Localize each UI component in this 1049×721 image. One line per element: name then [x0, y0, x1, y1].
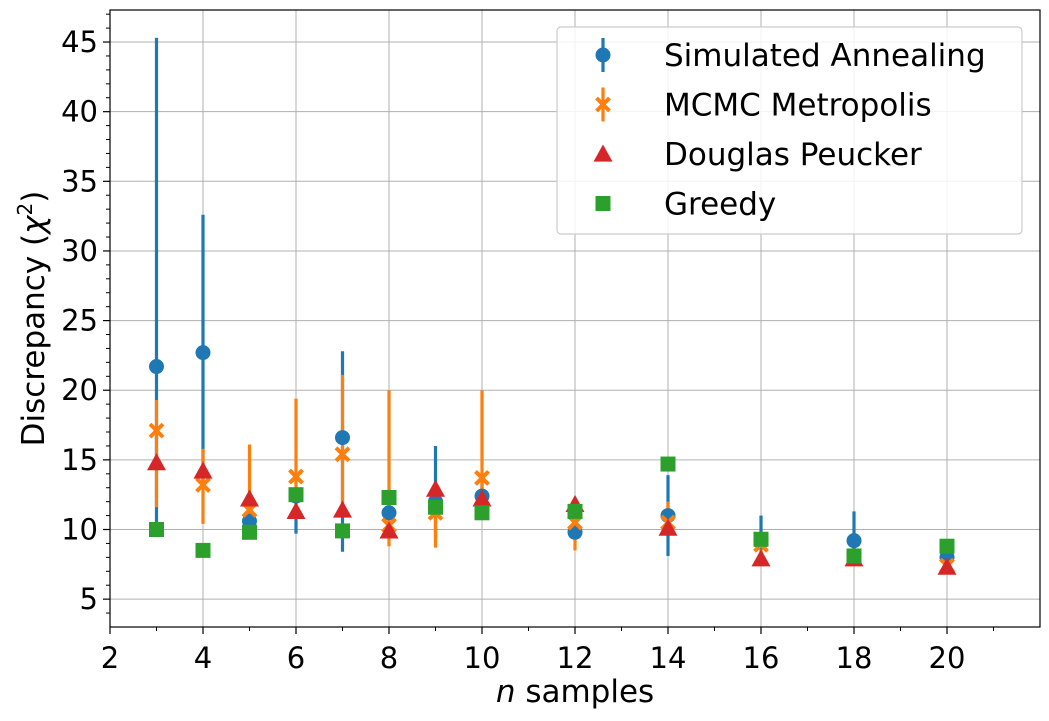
x-tick-label: 12 [557, 641, 594, 675]
y-tick-label: 15 [61, 443, 98, 477]
x-tick-label: 14 [650, 641, 687, 675]
marker-square-point [288, 487, 304, 503]
marker-x-point-stroke-b [334, 446, 351, 463]
marker-triangle-point [333, 500, 352, 518]
marker-square-point [846, 548, 862, 564]
marker-square-point [335, 523, 350, 539]
legend-marker-circle [595, 47, 611, 63]
marker-square-point [195, 542, 211, 558]
y-tick-label: 45 [61, 25, 98, 59]
marker-triangle-point [937, 557, 957, 575]
x-axis-ticks: 2 4 6 8 10 12 14 16 18 20 [101, 627, 966, 675]
marker-circle-point [335, 430, 350, 446]
x-tick-label: 16 [743, 641, 780, 675]
legend: Simulated Annealing MCMC Metropolis Dougla… [556, 26, 1023, 235]
x-axis-label-variable: n [496, 674, 516, 710]
marker-triangle-point [751, 549, 771, 567]
marker-x-point [195, 477, 211, 493]
y-axis-label-text: Discrepancy ( [16, 234, 52, 446]
legend-label: MCMC Metropolis [664, 88, 932, 124]
y-axis-ticks: 5 10 15 20 25 30 35 40 45 [61, 25, 110, 616]
legend-label: Douglas Peucker [664, 137, 922, 173]
marker-triangle-point [147, 453, 166, 471]
marker-triangle-point [240, 489, 259, 507]
marker-circle-point [381, 505, 397, 521]
y-axis-label-close: ) [16, 191, 52, 203]
marker-square-point [242, 524, 257, 540]
y-tick-label: 30 [61, 234, 98, 268]
x-tick-label: 4 [194, 641, 212, 675]
marker-x-point [148, 422, 165, 439]
legend-marker-x-stroke-b [595, 96, 611, 113]
marker-circle-point [149, 359, 164, 375]
marker-square-point [939, 538, 955, 554]
data-markers [147, 345, 957, 575]
x-tick-label: 8 [380, 641, 398, 675]
marker-x-point-stroke-b [288, 468, 304, 485]
legend-marker-triangle [593, 144, 613, 162]
y-axis-label-superscript: 2 [13, 203, 37, 216]
marker-square-point [753, 531, 769, 547]
y-tick-label: 35 [61, 164, 98, 198]
marker-triangle-point [658, 518, 678, 536]
legend-label: Simulated Annealing [664, 38, 986, 74]
x-tick-label: 10 [464, 641, 501, 675]
marker-square-point [381, 489, 397, 505]
y-tick-label: 20 [61, 373, 98, 407]
legend-label: Greedy [664, 187, 776, 223]
marker-square-point [474, 505, 490, 521]
marker-x-point [334, 446, 351, 463]
marker-x-point-stroke-b [195, 477, 211, 493]
y-tick-label: 10 [61, 513, 98, 547]
marker-square-point [149, 522, 164, 538]
x-axis-label: n samples [496, 674, 654, 710]
marker-x-point [288, 468, 304, 485]
legend-box [556, 26, 1023, 235]
marker-triangle-point [472, 489, 492, 507]
y-tick-label: 40 [61, 95, 98, 129]
marker-square-point [567, 503, 583, 519]
y-tick-label: 25 [61, 304, 98, 338]
marker-x-point-stroke-b [474, 470, 490, 486]
marker-circle-point [846, 533, 862, 549]
marker-circle-point [195, 345, 211, 361]
x-tick-label: 18 [836, 641, 873, 675]
marker-triangle-point [426, 479, 445, 497]
marker-triangle-point [379, 521, 399, 539]
marker-square-point [428, 499, 443, 515]
y-tick-label: 5 [80, 582, 98, 616]
marker-triangle-point [193, 461, 213, 479]
x-tick-label: 2 [101, 641, 119, 675]
x-axis-label-text: samples [515, 674, 654, 710]
marker-triangle-point [286, 501, 306, 519]
y-axis-label-symbol: χ [16, 214, 52, 236]
legend-marker-square [595, 196, 611, 211]
y-axis-label: Discrepancy (χ2) [13, 191, 52, 447]
x-tick-label: 20 [929, 641, 966, 675]
x-tick-label: 6 [287, 641, 305, 675]
marker-square-point [660, 456, 676, 472]
legend-marker-x [595, 96, 611, 113]
minor-ticks [106, 13, 994, 631]
marker-x-point [474, 470, 490, 486]
marker-x-point-stroke-b [148, 422, 165, 439]
